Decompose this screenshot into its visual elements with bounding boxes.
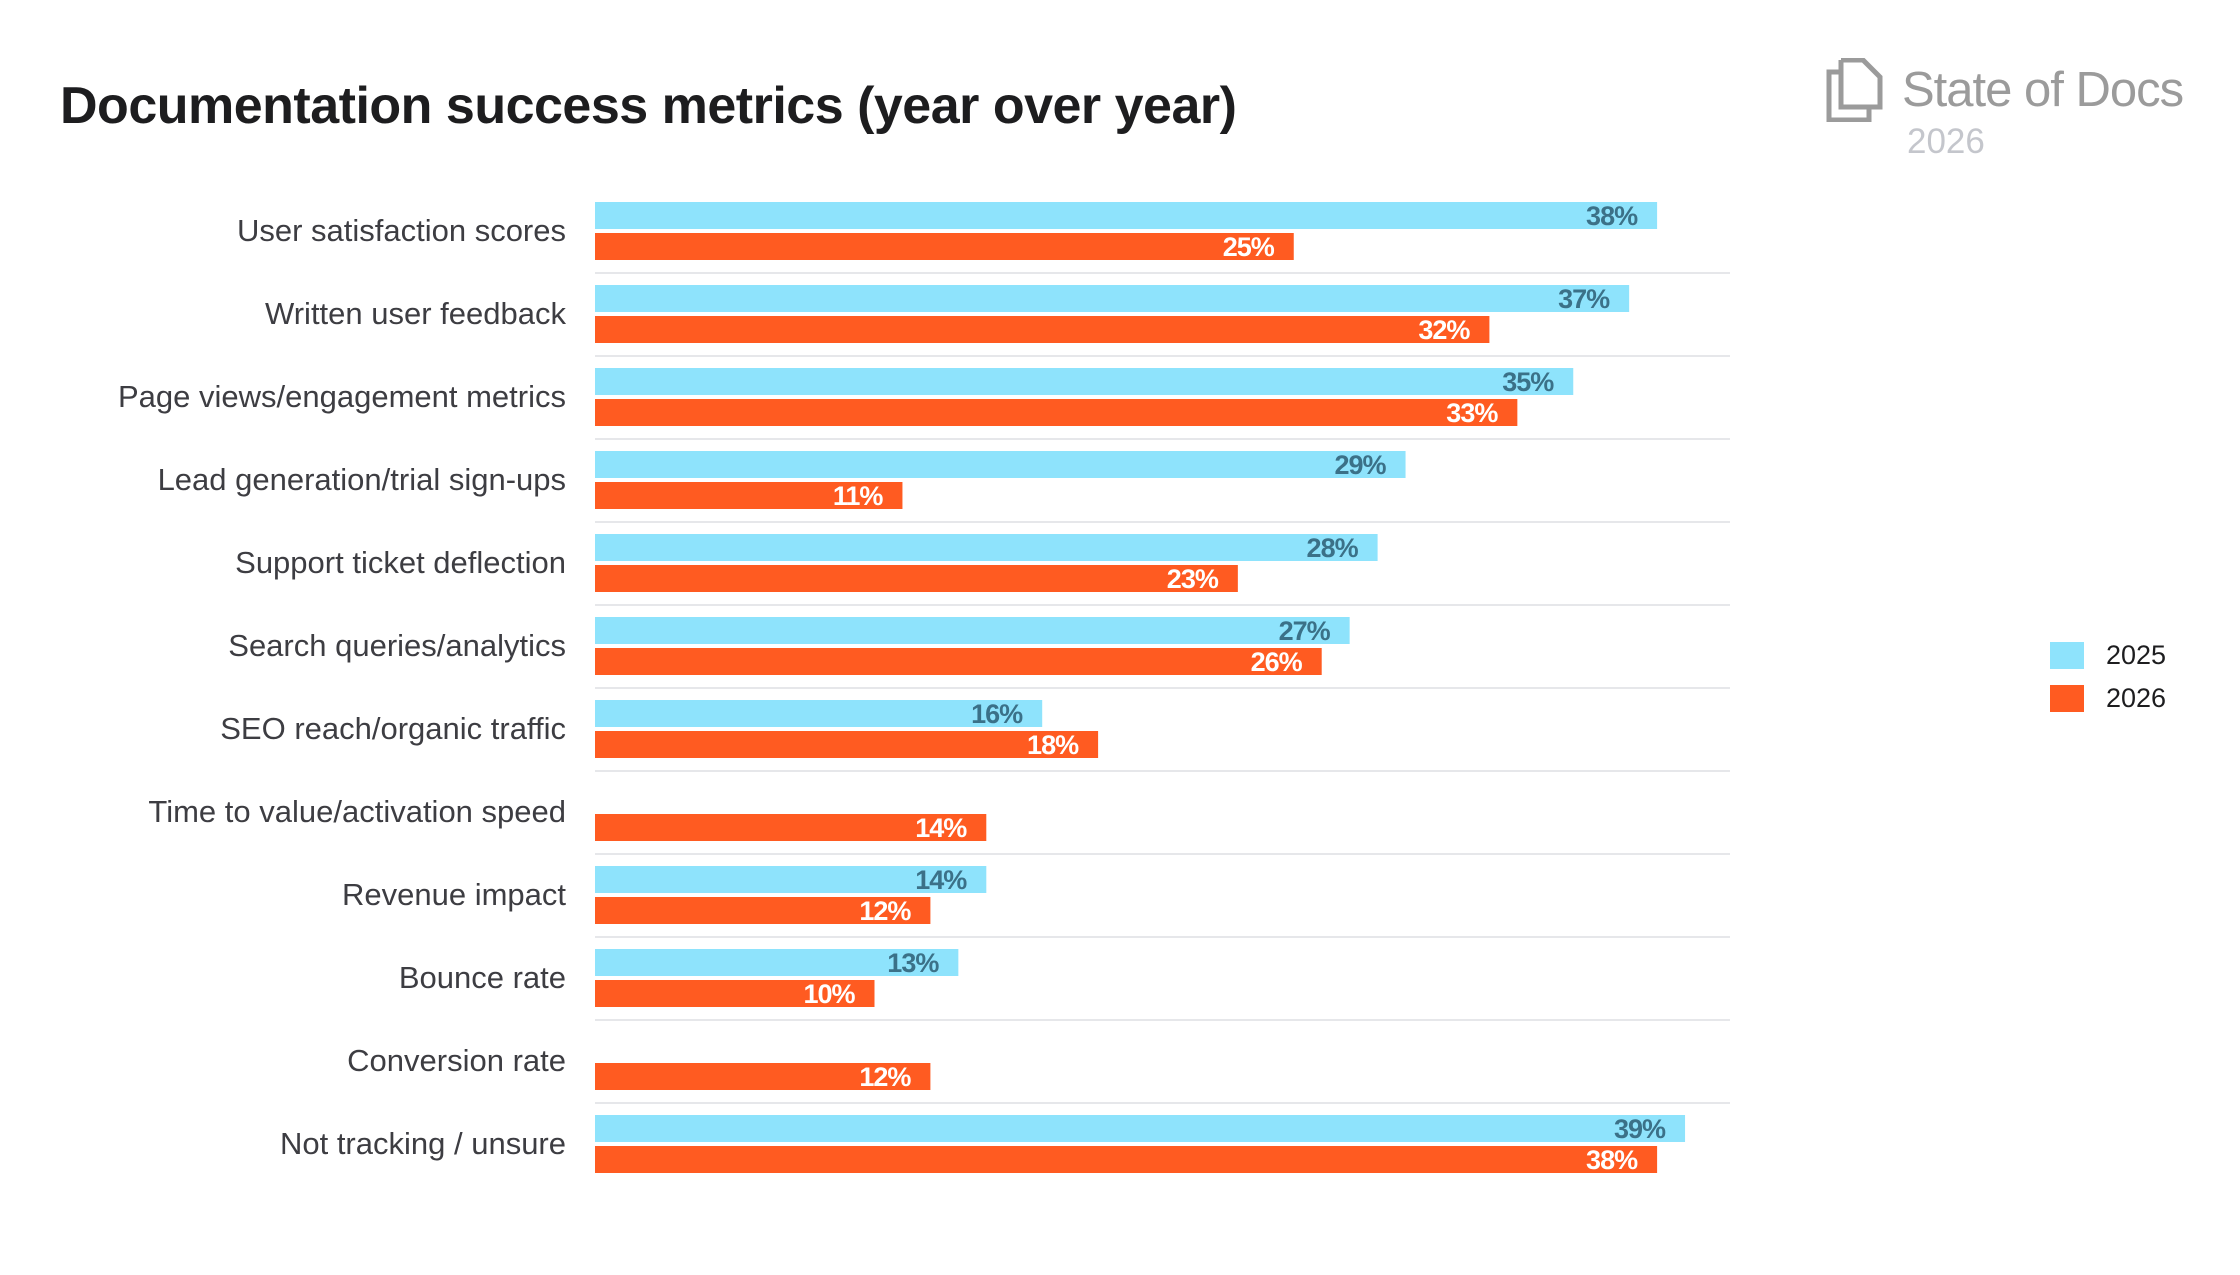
data-label-2025: 27%: [1279, 616, 1331, 646]
data-label-2025: 38%: [1586, 201, 1638, 231]
legend-item-2025: 2025: [2050, 640, 2166, 671]
logo-year: 2026: [1907, 122, 1985, 161]
category-label: User satisfaction scores: [237, 213, 566, 248]
category-label: Written user feedback: [265, 296, 566, 331]
data-label-2026: 38%: [1586, 1145, 1638, 1175]
data-label-2025: 28%: [1307, 533, 1359, 563]
bar-2025: [595, 866, 987, 893]
legend-item-2026: 2026: [2050, 683, 2166, 714]
chart-title: Documentation success metrics (year over…: [60, 77, 1237, 135]
logo-text: State of Docs: [1902, 63, 2184, 117]
category-label: Time to value/activation speed: [148, 794, 566, 829]
bar-2025: [595, 368, 1574, 395]
bar-2026: [595, 731, 1099, 758]
legend-label-2025: 2025: [2106, 640, 2167, 670]
data-label-2025: 35%: [1502, 367, 1554, 397]
bar-2026: [595, 233, 1294, 260]
data-label-2026: 33%: [1446, 398, 1498, 428]
legend-swatch-2025: [2050, 642, 2084, 669]
data-label-2026: 10%: [803, 979, 855, 1009]
bar-2025: [595, 949, 959, 976]
bar-2025: [595, 202, 1658, 229]
legend-swatch-2026: [2050, 685, 2084, 712]
bar-2026: [595, 980, 875, 1007]
bar-2026: [595, 814, 987, 841]
state-of-docs-logo: State of Docs 2026: [1826, 58, 2226, 168]
data-label-2025: 29%: [1335, 450, 1387, 480]
data-label-2025: 13%: [887, 948, 939, 978]
data-label-2025: 16%: [971, 699, 1023, 729]
data-label-2026: 14%: [915, 813, 967, 843]
bar-2026: [595, 1146, 1658, 1173]
bar-2025: [595, 285, 1630, 312]
category-label: Search queries/analytics: [228, 628, 566, 663]
bar-2026: [595, 648, 1322, 675]
bar-2025: [595, 534, 1378, 561]
category-label: Bounce rate: [399, 960, 566, 995]
category-label: Support ticket deflection: [235, 545, 566, 580]
legend-label-2026: 2026: [2106, 683, 2167, 713]
data-label-2026: 26%: [1251, 647, 1303, 677]
data-label-2026: 18%: [1027, 730, 1079, 760]
data-label-2026: 11%: [833, 481, 884, 511]
data-label-2026: 12%: [859, 896, 911, 926]
bar-2026: [595, 1063, 931, 1090]
data-label-2026: 25%: [1223, 232, 1275, 262]
category-label: Not tracking / unsure: [280, 1126, 566, 1161]
data-label-2025: 37%: [1558, 284, 1610, 314]
category-label: Lead generation/trial sign-ups: [158, 462, 566, 497]
bar-2025: [595, 700, 1043, 727]
bar-2026: [595, 316, 1490, 343]
documents-icon: [1826, 58, 1883, 122]
data-label-2026: 32%: [1418, 315, 1470, 345]
bar-2026: [595, 565, 1238, 592]
data-label-2025: 14%: [915, 865, 967, 895]
bar-2025: [595, 1115, 1686, 1142]
category-label: Conversion rate: [347, 1043, 566, 1078]
bar-2025: [595, 617, 1350, 644]
bar-2026: [595, 897, 931, 924]
bar-2026: [595, 399, 1518, 426]
data-label-2025: 39%: [1614, 1114, 1666, 1144]
data-label-2026: 23%: [1167, 564, 1219, 594]
category-label: Revenue impact: [342, 877, 566, 912]
category-label: Page views/engagement metrics: [118, 379, 566, 414]
data-label-2026: 12%: [859, 1062, 911, 1092]
bar-2025: [595, 451, 1406, 478]
bar-2026: [595, 482, 903, 509]
category-label: SEO reach/organic traffic: [220, 711, 566, 746]
